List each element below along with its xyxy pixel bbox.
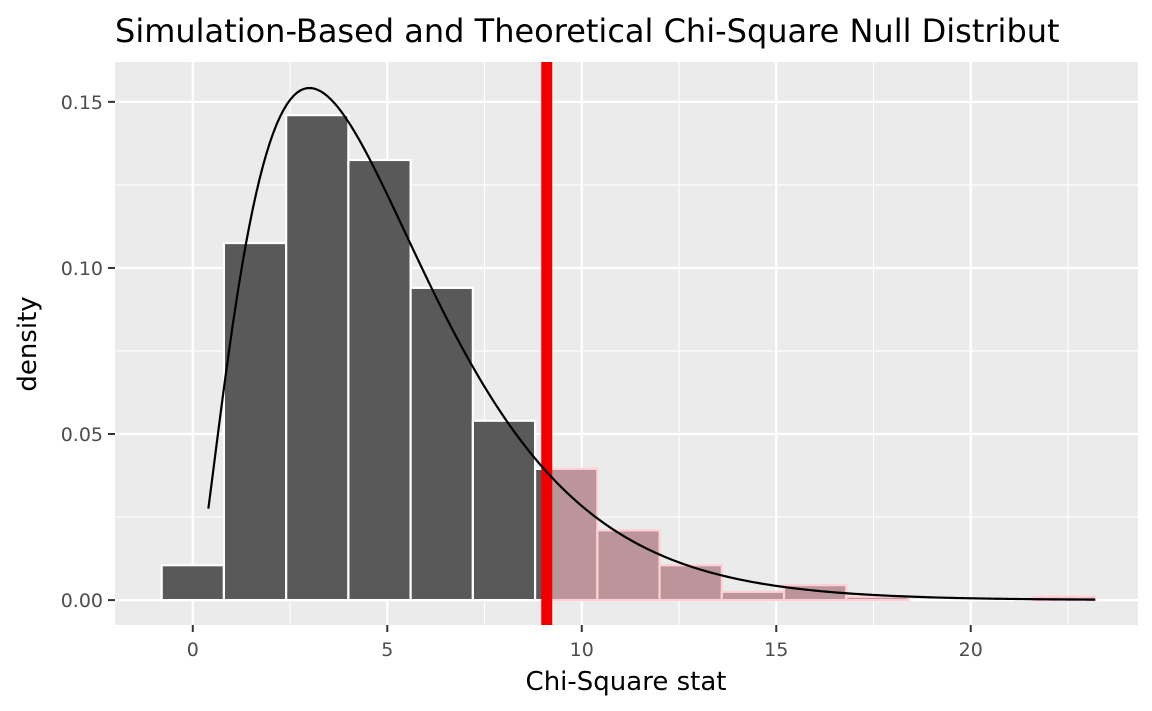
- y-tick-label: 0.10: [61, 258, 103, 280]
- theoretical-curve-layer: [207, 86, 1096, 601]
- shaded-bar: [549, 467, 599, 602]
- histogram-bar: [409, 286, 474, 602]
- histogram-bar: [285, 114, 350, 602]
- y-tick-label: 0.05: [61, 424, 103, 446]
- axes: 0 5 10 15 20 0.00 0.05 0.10 0.15: [61, 92, 983, 661]
- y-tick-label: 0.00: [61, 590, 103, 612]
- shaded-bar: [845, 595, 910, 602]
- shaded-bar: [658, 564, 723, 602]
- x-tick-label: 0: [187, 639, 199, 661]
- shaded-bar: [596, 529, 661, 602]
- x-tick-label: 10: [570, 639, 594, 661]
- x-tick-label: 15: [764, 639, 788, 661]
- y-axis-title: density: [13, 296, 43, 391]
- x-axis-title: Chi-Square stat: [526, 667, 727, 697]
- x-tick-label: 20: [959, 639, 983, 661]
- histogram-bars: [160, 114, 1097, 602]
- chart-title: Simulation-Based and Theoretical Chi-Squ…: [115, 12, 1060, 50]
- theoretical-density-curve: [207, 86, 1096, 601]
- histogram-bar: [471, 419, 537, 602]
- y-tick-label: 0.15: [61, 92, 103, 114]
- histogram-bar: [160, 564, 226, 602]
- shaded-bar: [720, 590, 786, 602]
- x-tick-label: 5: [381, 639, 393, 661]
- histogram-bar: [222, 241, 288, 602]
